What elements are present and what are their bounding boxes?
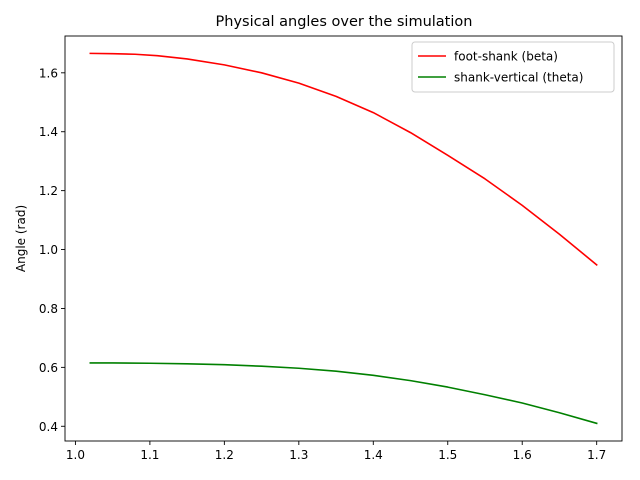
y-tick-label-1: 0.6 bbox=[39, 361, 58, 375]
y-tick-label-6: 1.6 bbox=[39, 66, 58, 80]
y-tick-label-3: 1.0 bbox=[39, 243, 58, 257]
x-tick-label-3: 1.3 bbox=[289, 448, 308, 462]
y-tick-label-0: 0.4 bbox=[39, 420, 58, 434]
y-tick-label-5: 1.4 bbox=[39, 125, 58, 139]
y-tick-label-2: 0.8 bbox=[39, 302, 58, 316]
chart-title: Physical angles over the simulation bbox=[216, 14, 473, 30]
x-tick-label-1: 1.1 bbox=[140, 448, 159, 462]
legend-box bbox=[411, 41, 615, 93]
y-tick-label-4: 1.2 bbox=[39, 184, 58, 198]
x-tick-label-7: 1.7 bbox=[587, 448, 606, 462]
x-tick-label-0: 1.0 bbox=[66, 448, 85, 462]
x-tick-label-4: 1.4 bbox=[364, 448, 383, 462]
legend: foot-shank (beta) shank-vertical (theta) bbox=[411, 41, 615, 93]
x-tick-label-5: 1.5 bbox=[438, 448, 457, 462]
axes-frame bbox=[64, 35, 623, 442]
series-line-1 bbox=[89, 362, 598, 425]
legend-label-1: shank-vertical (theta) bbox=[454, 71, 583, 85]
legend-label-0: foot-shank (beta) bbox=[454, 50, 558, 64]
x-tick-label-2: 1.2 bbox=[215, 448, 234, 462]
plot-area: 1.0 1.1 1.2 1.3 1.4 1.5 1.6 1.7 0.4 0.6 0.8 1.0 1.2 1… bbox=[14, 35, 623, 462]
series-line-0 bbox=[89, 52, 598, 266]
y-axis-label: Angle (rad) bbox=[14, 205, 28, 272]
x-tick-label-6: 1.6 bbox=[513, 448, 532, 462]
